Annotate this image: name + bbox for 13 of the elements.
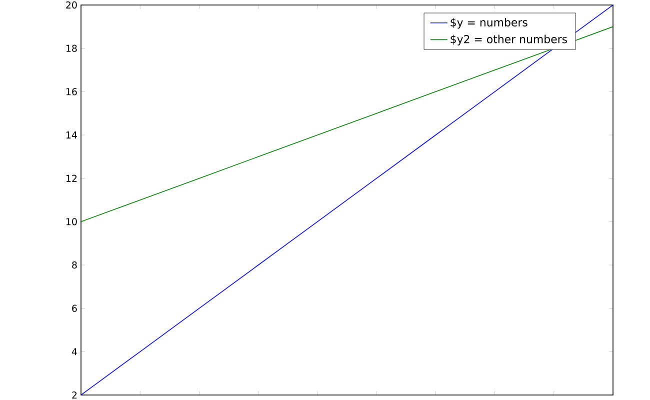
y-tick-label: 12 <box>66 174 77 182</box>
y-tick-label: 6 <box>72 304 77 312</box>
y-tick-label: 10 <box>66 218 77 226</box>
y-tick-label: 20 <box>66 1 77 9</box>
line-series <box>81 4 614 395</box>
legend-label: $y2 = other numbers <box>450 34 568 46</box>
y-tick-label: 2 <box>72 391 77 399</box>
y-tick-label: 18 <box>66 44 77 52</box>
legend-label: $y = numbers <box>450 18 528 29</box>
y-tick-label: 16 <box>66 88 77 96</box>
y-tick-label: 8 <box>72 261 77 269</box>
y-tick-label: 14 <box>66 132 77 138</box>
y-tick-label: 4 <box>72 348 77 356</box>
